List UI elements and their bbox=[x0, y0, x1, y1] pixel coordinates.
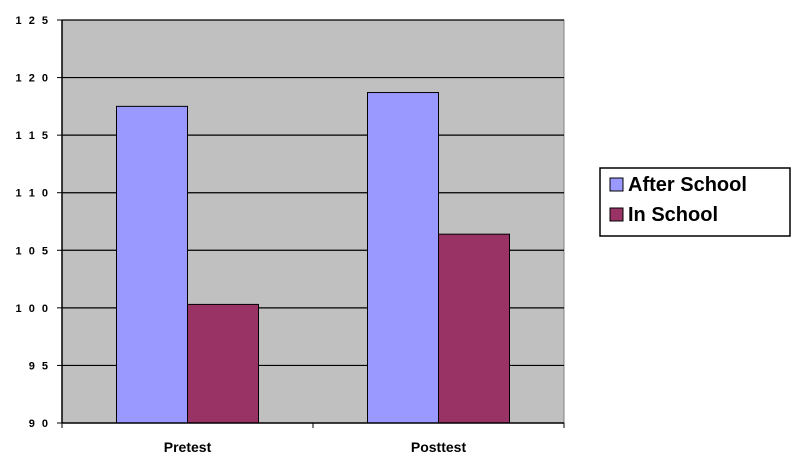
y-tick-label: 9 0 bbox=[29, 418, 50, 430]
x-category-label: Posttest bbox=[411, 439, 467, 454]
legend: After School In School bbox=[599, 167, 791, 237]
legend-swatch bbox=[609, 207, 624, 222]
legend-swatch bbox=[609, 177, 624, 192]
bar-in-school-pretest bbox=[187, 303, 259, 424]
bar-after-school-posttest bbox=[367, 92, 439, 424]
axis-ticks: 9 0 9 5 1 0 0 1 0 5 1 1 0 1 1 5 1 2 0 1 2 5 Pret… bbox=[16, 15, 565, 454]
x-category-label: Pretest bbox=[164, 439, 212, 454]
bar-after-school-pretest bbox=[116, 105, 188, 424]
y-tick-label: 9 5 bbox=[29, 360, 50, 372]
legend-label: In School bbox=[628, 204, 718, 226]
y-tick-label: 1 0 0 bbox=[16, 303, 50, 315]
y-tick-label: 1 2 5 bbox=[16, 15, 50, 27]
y-tick-label: 1 2 0 bbox=[16, 73, 50, 85]
y-tick-label: 1 0 5 bbox=[16, 245, 50, 257]
bars bbox=[116, 92, 510, 424]
bar-in-school-posttest bbox=[438, 233, 510, 424]
legend-label: After School bbox=[628, 174, 747, 196]
y-tick-label: 1 1 0 bbox=[16, 188, 50, 200]
y-tick-label: 1 1 5 bbox=[16, 130, 50, 142]
legend-box bbox=[599, 167, 791, 237]
